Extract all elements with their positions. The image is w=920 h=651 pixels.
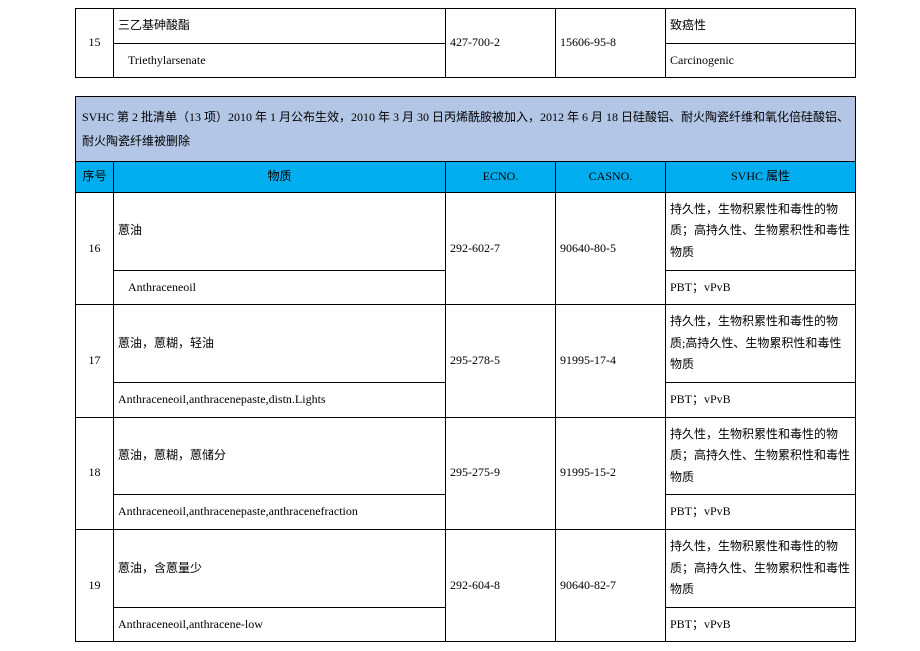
- name-cn-cell: 蒽油，蒽糊，轻油: [114, 305, 446, 383]
- cas-cell: 90640-82-7: [556, 529, 666, 641]
- name-cn-cell: 蒽油，含蒽量少: [114, 529, 446, 607]
- cas-cell: 15606-95-8: [556, 9, 666, 78]
- cas-cell: 91995-17-4: [556, 305, 666, 417]
- ec-cell: 295-275-9: [446, 417, 556, 529]
- spacer-row: [76, 78, 856, 97]
- attr-en-cell: Carcinogenic: [666, 43, 856, 78]
- header-row: 序号 物质 ECNO. CASNO. SVHC 属性: [76, 162, 856, 193]
- ec-cell: 292-604-8: [446, 529, 556, 641]
- section-title-cell: SVHC 第 2 批清单（13 项）2010 年 1 月公布生效，2010 年 …: [76, 97, 856, 162]
- name-en-cell: Anthraceneoil,anthracenepaste,anthracene…: [114, 495, 446, 530]
- svhc-table: 15 三乙基砷酸酯 427-700-2 15606-95-8 致癌性 Triet…: [75, 8, 856, 642]
- table-row: 16 蒽油 292-602-7 90640-80-5 持久性，生物积累性和毒性的…: [76, 192, 856, 270]
- name-cn-cell: 蒽油: [114, 192, 446, 270]
- seq-cell: 15: [76, 9, 114, 78]
- name-cn-cell: 三乙基砷酸酯: [114, 9, 446, 44]
- attr-cn-cell: 致癌性: [666, 9, 856, 44]
- attr-en-cell: PBT；vPvB: [666, 607, 856, 642]
- attr-cn-cell: 持久性，生物积累性和毒性的物质；高持久性、生物累积性和毒性物质: [666, 417, 856, 495]
- name-en-cell: Anthraceneoil,anthracenepaste,distn.Ligh…: [114, 382, 446, 417]
- table-row: 17 蒽油，蒽糊，轻油 295-278-5 91995-17-4 持久性，生物积…: [76, 305, 856, 383]
- attr-cn-cell: 持久性，生物积累性和毒性的物质；高持久性、生物累积性和毒性物质: [666, 192, 856, 270]
- ec-cell: 427-700-2: [446, 9, 556, 78]
- attr-en-cell: PBT；vPvB: [666, 270, 856, 305]
- ec-cell: 295-278-5: [446, 305, 556, 417]
- header-cas: CASNO.: [556, 162, 666, 193]
- table-row: 15 三乙基砷酸酯 427-700-2 15606-95-8 致癌性: [76, 9, 856, 44]
- attr-en-cell: PBT；vPvB: [666, 382, 856, 417]
- section-title-row: SVHC 第 2 批清单（13 项）2010 年 1 月公布生效，2010 年 …: [76, 97, 856, 162]
- table-row: 19 蒽油，含蒽量少 292-604-8 90640-82-7 持久性，生物积累…: [76, 529, 856, 607]
- table-row: 18 蒽油，蒽糊，蒽储分 295-275-9 91995-15-2 持久性，生物…: [76, 417, 856, 495]
- name-en-cell: Anthraceneoil: [114, 270, 446, 305]
- attr-cn-cell: 持久性，生物积累性和毒性的物质;高持久性、生物累积性和毒性物质: [666, 305, 856, 383]
- attr-cn-cell: 持久性，生物积累性和毒性的物质；高持久性、生物累积性和毒性物质: [666, 529, 856, 607]
- seq-cell: 16: [76, 192, 114, 304]
- attr-en-cell: PBT；vPvB: [666, 495, 856, 530]
- seq-cell: 18: [76, 417, 114, 529]
- ec-cell: 292-602-7: [446, 192, 556, 304]
- cas-cell: 90640-80-5: [556, 192, 666, 304]
- seq-cell: 17: [76, 305, 114, 417]
- header-ec: ECNO.: [446, 162, 556, 193]
- header-name: 物质: [114, 162, 446, 193]
- name-en-cell: Anthraceneoil,anthracene-low: [114, 607, 446, 642]
- header-attr: SVHC 属性: [666, 162, 856, 193]
- name-en-cell: Triethylarsenate: [114, 43, 446, 78]
- seq-cell: 19: [76, 529, 114, 641]
- name-cn-cell: 蒽油，蒽糊，蒽储分: [114, 417, 446, 495]
- cas-cell: 91995-15-2: [556, 417, 666, 529]
- header-seq: 序号: [76, 162, 114, 193]
